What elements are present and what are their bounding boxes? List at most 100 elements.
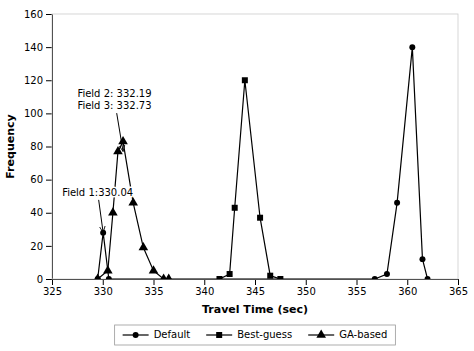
tick-label: 365 [449,286,468,297]
point [267,273,273,279]
point [372,276,378,279]
series-line [219,80,280,279]
tick: 335 [144,279,163,297]
tick-mark [204,279,205,285]
tick-mark [103,279,104,285]
point [277,276,283,279]
tick: 60 [30,174,52,185]
series [93,136,174,279]
point [425,276,431,279]
tick-mark [46,80,52,81]
series-line [98,142,169,279]
tick-label: 360 [398,286,417,297]
annotation-line: Field 1:330.04 [62,187,133,198]
series [95,44,431,279]
point [108,207,118,215]
point [128,197,138,205]
tick-label: 355 [347,286,366,297]
tick-mark [46,147,52,148]
annotation-line: Field 2: 332.19 [77,88,151,99]
tick-label: 350 [297,286,316,297]
tick-label: 80 [30,141,43,152]
point [139,242,149,250]
legend-symbol [133,332,139,338]
point [242,77,248,83]
point [118,136,128,144]
legend-item: GA-based [308,329,387,340]
tick: 330 [94,279,113,297]
tick-mark [46,279,52,280]
point [257,215,263,221]
point [232,205,238,211]
tick: 0 [37,274,52,285]
tick-label: 335 [144,286,163,297]
chart: 325 330 335 340 345 350 355 360 365 0 20 40 60 80 100 1… [0,0,474,351]
series [216,77,283,279]
tick-mark [458,279,459,285]
point [409,44,415,50]
tick: 325 [43,279,62,297]
tick-mark [306,279,307,285]
tick-label: 20 [30,241,43,252]
tick: 345 [246,279,265,297]
tick: 365 [449,279,468,297]
tick-mark [154,279,155,285]
tick-mark [46,47,52,48]
point [227,271,233,277]
point [113,146,123,154]
tick-mark [357,279,358,285]
tick: 80 [30,141,52,152]
point [103,265,113,273]
tick-label: 160 [24,9,43,20]
tick-mark [46,180,52,181]
tick-label: 120 [24,75,43,86]
tick-label: 100 [24,108,43,119]
tick: 140 [24,42,52,53]
series-layer [93,44,431,279]
y-axis-title: Frequency [4,114,17,178]
tick: 120 [24,75,52,86]
tick: 20 [30,241,52,252]
legend-symbol [216,332,222,338]
point [216,276,222,279]
annotation-arrow [117,113,123,151]
tick-mark [255,279,256,285]
tick: 360 [398,279,417,297]
tick-label: 325 [43,286,62,297]
tick-label: 40 [30,207,43,218]
tick-mark [46,14,52,15]
tick-label: 345 [246,286,265,297]
tick-label: 330 [94,286,113,297]
annotations: Field 2: 332.19Field 3: 332.73 Field 1:33… [62,88,151,233]
legend-symbol [316,329,326,337]
tick: 355 [347,279,366,297]
y-axis: 0 20 40 60 80 100 120 140 160 [24,9,53,285]
tick: 350 [297,279,316,297]
legend-label: Best-guess [237,329,292,340]
tick-label: 340 [195,286,214,297]
point [419,256,425,262]
tick: 340 [195,279,214,297]
point [93,273,103,279]
point [164,273,174,279]
annotation-arrow [99,200,103,233]
legend: Default Best-guess GA-based [115,325,396,345]
tick-label: 60 [30,174,43,185]
tick-label: 140 [24,42,43,53]
tick-mark [46,113,52,114]
point [149,265,159,273]
plot-frame [52,14,458,279]
annotation: Field 2: 332.19Field 3: 332.73 [77,88,151,111]
axis-line [46,15,53,280]
plot: 325 330 335 340 345 350 355 360 365 0 20 40 60 80 100 1… [4,9,468,316]
legend-item: Default [123,329,191,340]
x-axis-title: Travel Time (sec) [202,303,308,316]
tick: 160 [24,9,52,20]
point [384,271,390,277]
tick: 40 [30,207,52,218]
legend-label: GA-based [339,329,387,340]
annotation-line: Field 3: 332.73 [77,100,151,111]
tick-mark [46,246,52,247]
axis-line [53,280,459,286]
x-axis: 325 330 335 340 345 350 355 360 365 [43,279,468,297]
